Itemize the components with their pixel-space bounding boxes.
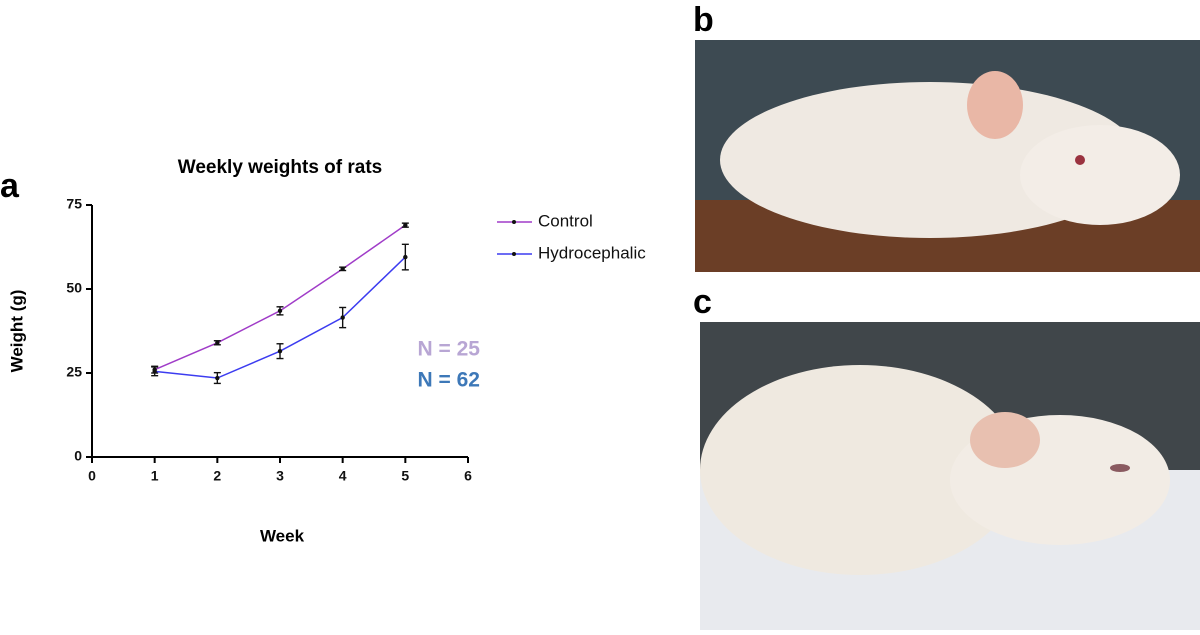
panel-label: b <box>693 1 714 39</box>
point <box>403 254 408 260</box>
point <box>152 369 157 374</box>
series-line <box>154 256 406 379</box>
x-tick-label: 4 <box>339 468 347 484</box>
point <box>215 340 220 345</box>
y-tick-label: 0 <box>74 448 82 464</box>
rat-head <box>1020 125 1180 225</box>
y-axis-label: Weight (g) <box>7 290 26 373</box>
rat-eye <box>1110 464 1130 472</box>
x-tick-label: 0 <box>88 468 96 484</box>
point <box>340 266 345 272</box>
point <box>340 315 345 320</box>
rat-eye <box>1075 155 1085 165</box>
chart-title: Weekly weights of rats <box>178 157 383 178</box>
x-tick-label: 1 <box>151 468 159 484</box>
point <box>277 308 283 314</box>
rat-ear <box>970 412 1040 468</box>
point <box>215 375 220 381</box>
photo-b <box>695 40 1200 272</box>
photo-c <box>700 322 1200 630</box>
y-tick-label: 25 <box>66 364 82 380</box>
legend-marker <box>512 252 516 256</box>
point <box>277 348 283 354</box>
panel-label: a <box>0 167 20 205</box>
point <box>403 222 408 228</box>
annotation: N = 62 <box>418 369 480 392</box>
legend-label: Control <box>538 211 593 230</box>
legend-marker <box>512 220 516 224</box>
x-tick-label: 5 <box>401 468 409 484</box>
x-tick-label: 6 <box>464 468 472 484</box>
panel-label: c <box>693 283 712 321</box>
rat-body <box>700 365 1020 575</box>
x-tick-label: 3 <box>276 468 284 484</box>
x-tick-label: 2 <box>213 468 221 484</box>
annotation: N = 25 <box>418 338 481 361</box>
y-tick-label: 75 <box>66 196 82 212</box>
x-axis-label: Week <box>260 526 305 545</box>
y-tick-label: 50 <box>66 280 82 296</box>
rat-ear <box>967 71 1023 139</box>
legend-label: Hydrocephalic <box>538 243 646 262</box>
